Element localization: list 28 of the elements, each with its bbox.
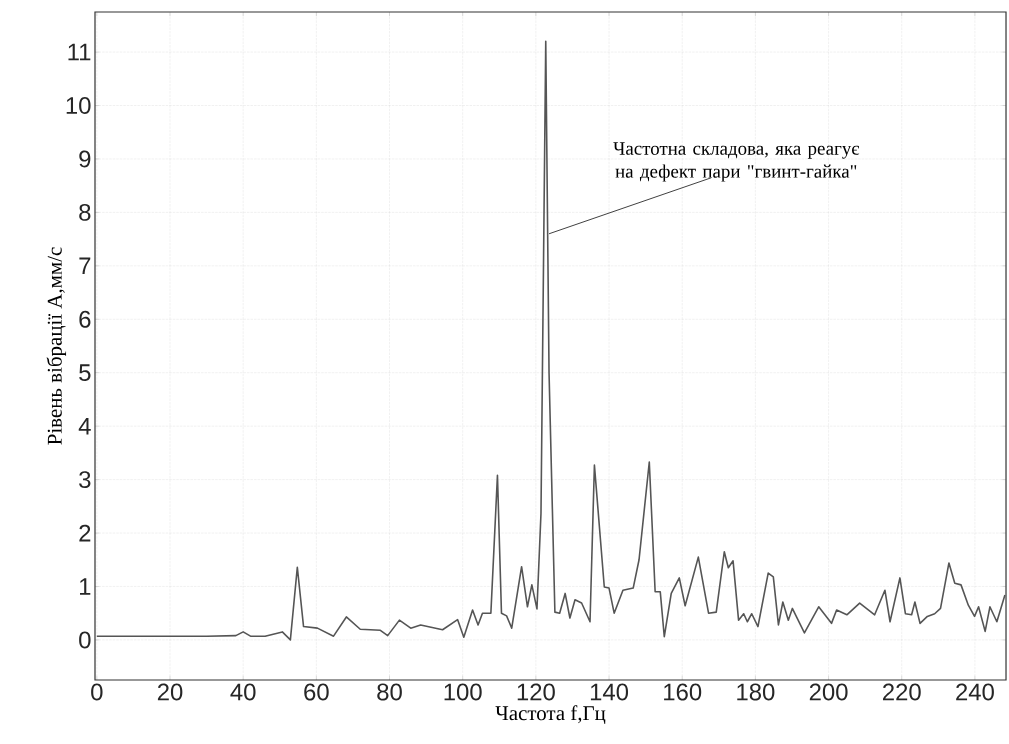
y-tick-label: 11 (68, 43, 91, 61)
x-axis-title: Частота f,Гц (495, 705, 606, 725)
x-tick-label: 20 (157, 683, 183, 701)
x-tick-label: 60 (304, 683, 329, 701)
x-tick-label: 160 (664, 683, 702, 701)
x-tick-label: 40 (230, 683, 256, 701)
y-tick-label: 6 (79, 310, 91, 328)
y-tick-label: 8 (79, 203, 91, 221)
x-tick-label: 200 (809, 683, 848, 701)
y-tick-label: 10 (66, 97, 91, 114)
y-tick-label: 1 (80, 578, 91, 595)
x-tick-label: 240 (956, 683, 994, 701)
y-tick-label: 2 (79, 524, 91, 542)
x-tick-label: 180 (737, 683, 775, 701)
x-tick-label: 80 (377, 683, 402, 701)
y-tick-label: 7 (79, 257, 91, 275)
x-tick-label: 120 (517, 683, 555, 701)
y-tick-label: 0 (79, 631, 91, 649)
y-axis-title: Рівень вібрації А,мм/с (46, 247, 67, 445)
x-tick-label: 100 (444, 683, 482, 701)
x-tick-label: 0 (91, 683, 103, 701)
y-tick-label: 4 (78, 417, 91, 435)
x-tick-label: 140 (590, 683, 629, 701)
y-tick-label: 9 (79, 150, 91, 168)
y-tick-label: 5 (79, 364, 91, 382)
x-tick-label: 220 (882, 683, 921, 701)
annotation: Частотна складова, яка реагує на дефект пари "гвинт-гайка" (613, 142, 860, 182)
y-tick-label: 3 (79, 471, 91, 489)
